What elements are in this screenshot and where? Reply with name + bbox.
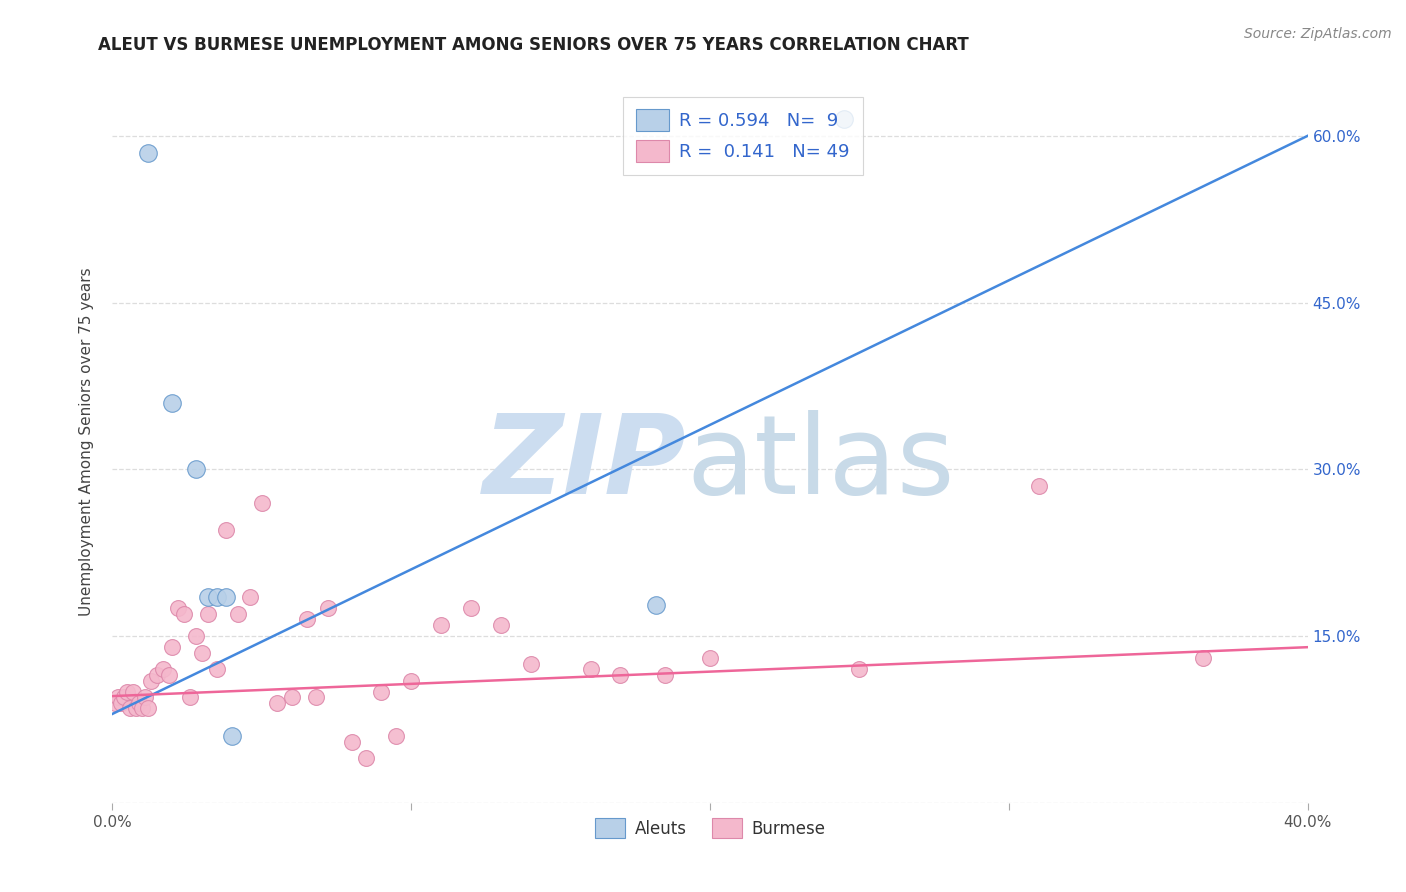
Point	[401, 673, 423, 688]
Point	[122, 684, 145, 698]
Y-axis label: Unemployment Among Seniors over 75 years: Unemployment Among Seniors over 75 years	[79, 268, 94, 615]
Point	[266, 696, 288, 710]
Point	[146, 668, 169, 682]
Point	[520, 657, 543, 671]
Point	[609, 668, 631, 682]
Point	[138, 701, 160, 715]
Point	[305, 690, 328, 705]
Point	[370, 684, 392, 698]
Point	[250, 496, 273, 510]
Text: ZIP: ZIP	[482, 409, 686, 516]
Point	[197, 607, 219, 621]
Point	[430, 618, 453, 632]
Point	[645, 598, 668, 612]
Point	[197, 590, 219, 604]
Point	[107, 690, 129, 705]
Point	[152, 662, 174, 676]
Point	[489, 618, 512, 632]
Point	[157, 668, 180, 682]
Point	[125, 701, 148, 715]
Text: ALEUT VS BURMESE UNEMPLOYMENT AMONG SENIORS OVER 75 YEARS CORRELATION CHART: ALEUT VS BURMESE UNEMPLOYMENT AMONG SENI…	[98, 36, 969, 54]
Point	[114, 690, 135, 705]
Point	[104, 696, 127, 710]
Point	[186, 462, 208, 476]
Point	[179, 690, 201, 705]
Point	[460, 601, 482, 615]
Point	[356, 751, 378, 765]
Legend: Aleuts, Burmese: Aleuts, Burmese	[588, 812, 832, 845]
Point	[316, 601, 339, 615]
Point	[141, 673, 163, 688]
Point	[215, 590, 238, 604]
Point	[162, 640, 183, 655]
Point	[138, 145, 160, 160]
Point	[579, 662, 602, 676]
Text: atlas: atlas	[686, 409, 955, 516]
Text: Source: ZipAtlas.com: Source: ZipAtlas.com	[1244, 27, 1392, 41]
Point	[340, 734, 363, 748]
Point	[186, 629, 208, 643]
Point	[221, 729, 243, 743]
Point	[128, 696, 150, 710]
Point	[173, 607, 195, 621]
Point	[215, 524, 238, 538]
Point	[120, 701, 142, 715]
Point	[295, 612, 318, 626]
Point	[239, 590, 262, 604]
Point	[205, 590, 228, 604]
Point	[167, 601, 190, 615]
Point	[117, 684, 139, 698]
Point	[654, 668, 676, 682]
Point	[162, 395, 183, 409]
Point	[385, 729, 408, 743]
Point	[848, 662, 870, 676]
Point	[134, 690, 156, 705]
Point	[834, 112, 856, 127]
Point	[205, 662, 228, 676]
Point	[699, 651, 721, 665]
Point	[281, 690, 304, 705]
Point	[131, 701, 153, 715]
Point	[110, 696, 132, 710]
Point	[191, 646, 214, 660]
Point	[1192, 651, 1215, 665]
Point	[226, 607, 249, 621]
Point	[1028, 479, 1050, 493]
